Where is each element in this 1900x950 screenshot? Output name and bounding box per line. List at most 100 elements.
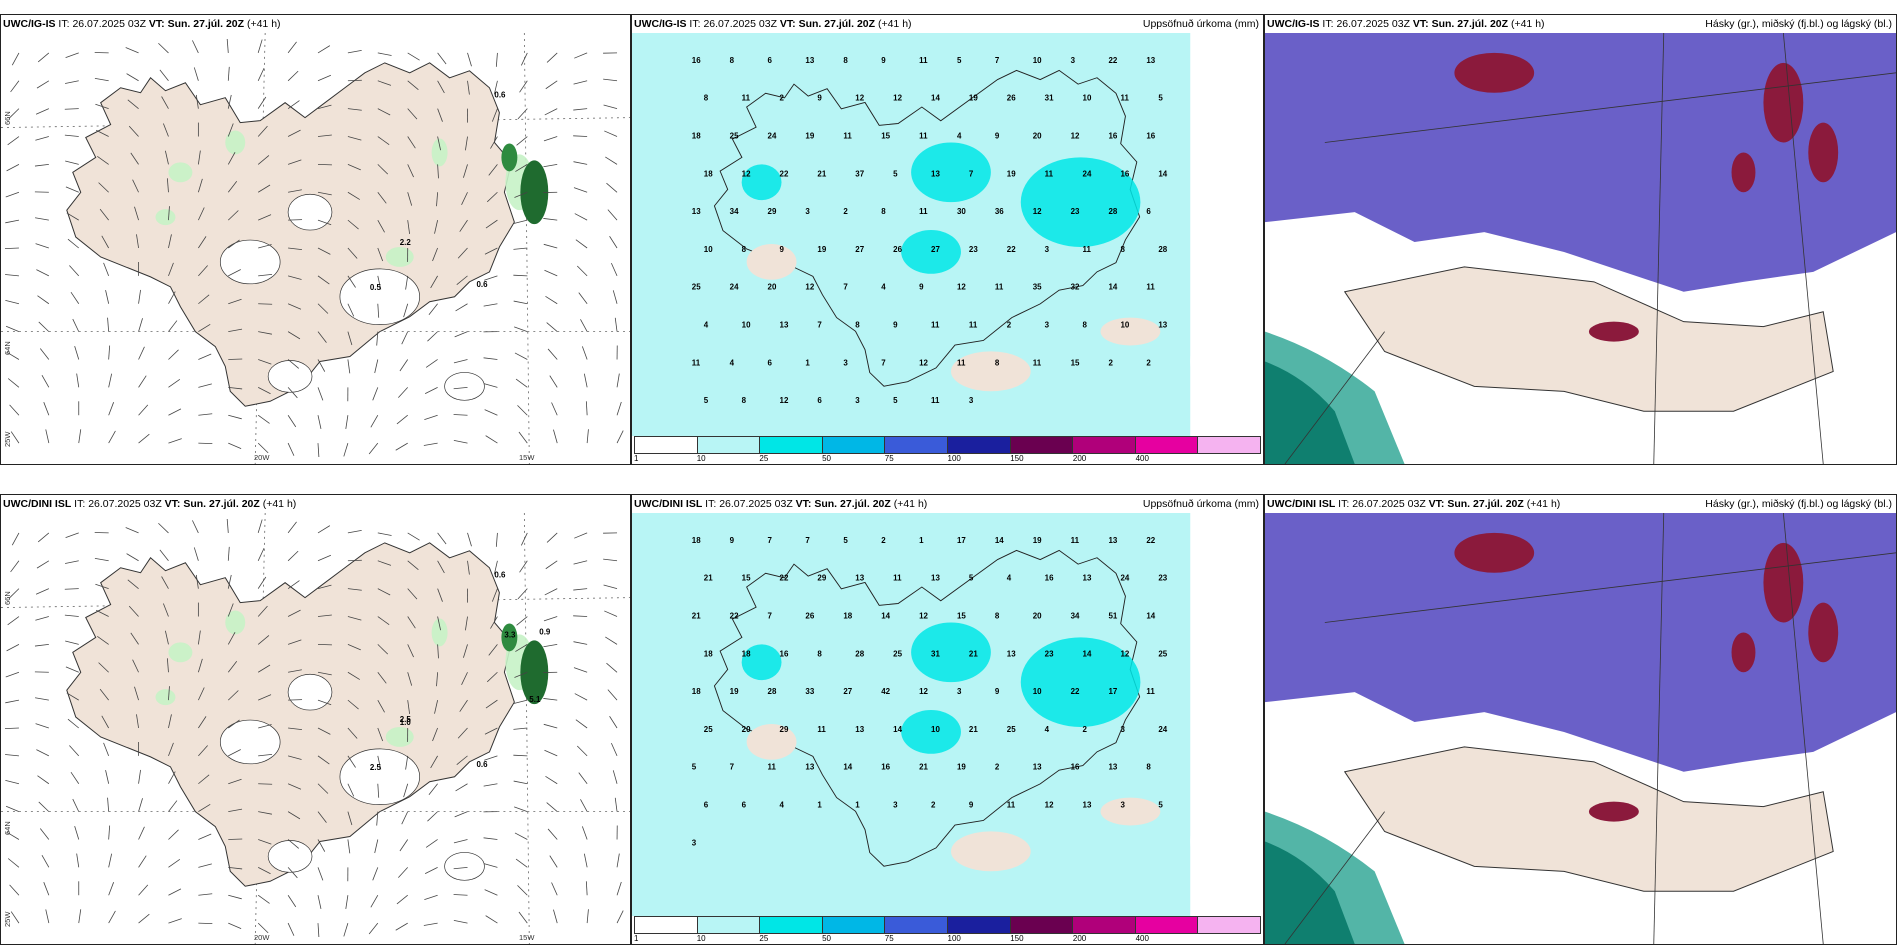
wind-barb bbox=[583, 373, 588, 388]
wind-barb bbox=[108, 910, 116, 924]
wind-barb bbox=[287, 159, 302, 165]
colorbar-segment bbox=[947, 917, 1011, 933]
wind-barb bbox=[374, 839, 379, 854]
wind-barb bbox=[198, 236, 207, 249]
wind-barb bbox=[130, 632, 139, 645]
precip-value: 31 bbox=[931, 649, 940, 658]
colorbar-segment bbox=[635, 917, 698, 933]
wind-barb bbox=[347, 588, 362, 591]
wind-barb bbox=[437, 560, 445, 574]
precip-value: 2 bbox=[1108, 358, 1113, 367]
wind-barb bbox=[461, 672, 468, 685]
precip-patch bbox=[431, 138, 448, 167]
wind-map: 0.6 2.5 1.0 0.6 0.9 2.5 3.3 5.1 bbox=[1, 513, 630, 944]
wind-barb bbox=[543, 723, 558, 729]
wind-barb bbox=[407, 588, 418, 600]
precip-value: 14 bbox=[1108, 283, 1117, 292]
dry-area bbox=[950, 351, 1031, 392]
wind-barb bbox=[573, 667, 588, 673]
lon-label: 20W bbox=[254, 933, 270, 942]
wind-barb bbox=[257, 414, 270, 424]
precip-value: 20 bbox=[1033, 611, 1042, 620]
wind-barb bbox=[455, 303, 468, 312]
wind-barb bbox=[287, 609, 301, 617]
wind-barb bbox=[377, 727, 384, 742]
precip-value: 11 bbox=[1146, 283, 1155, 292]
precip-value: 18 bbox=[692, 536, 701, 545]
precip-value: 5 bbox=[692, 763, 697, 772]
precip-value: 11 bbox=[1007, 801, 1016, 810]
wind-barb bbox=[399, 839, 409, 852]
precip-value: 21 bbox=[692, 611, 701, 620]
wind-map: 0.6 0.5 2.2 0.6 bbox=[1, 33, 630, 464]
wind-barb bbox=[126, 73, 139, 82]
wind-barb bbox=[227, 546, 230, 561]
wind-barb bbox=[345, 415, 349, 430]
precip-value: 27 bbox=[843, 687, 852, 696]
wind-barb bbox=[459, 699, 468, 712]
mid-cloud-area bbox=[1588, 801, 1639, 822]
wind-barb bbox=[317, 443, 320, 458]
wind-barb bbox=[517, 885, 528, 896]
precip-value: 8 bbox=[855, 321, 860, 330]
wind-barb bbox=[372, 387, 379, 401]
wind-barb bbox=[399, 359, 409, 372]
wind-barb bbox=[485, 699, 498, 709]
precip-value: 18 bbox=[704, 649, 713, 658]
wind-barb bbox=[193, 547, 199, 561]
wind-map-svg: 0.6 0.5 2.2 0.6 bbox=[1, 33, 630, 464]
low-cloud-core bbox=[1265, 361, 1355, 464]
wind-barb bbox=[605, 156, 618, 165]
lat-label: 64N bbox=[3, 821, 12, 835]
wind-barb bbox=[467, 532, 472, 547]
wind-barb bbox=[34, 643, 49, 647]
wind-barb bbox=[36, 80, 50, 89]
precip-value: 12 bbox=[780, 396, 789, 405]
wind-barb bbox=[347, 108, 362, 111]
precip-value: 9 bbox=[730, 536, 735, 545]
wind-barb bbox=[520, 52, 528, 66]
wind-barb bbox=[138, 404, 149, 416]
wind-barb bbox=[39, 828, 50, 840]
wind-barb bbox=[35, 136, 49, 141]
wind-barb bbox=[603, 104, 618, 110]
wind-barb bbox=[125, 47, 139, 54]
wind-barb bbox=[198, 687, 205, 701]
wind-barb bbox=[108, 430, 116, 444]
wind-barb bbox=[257, 184, 271, 193]
precip-value: 21 bbox=[919, 763, 928, 772]
precip-value: 4 bbox=[780, 801, 785, 810]
wind-barb bbox=[425, 839, 438, 848]
wind-barb bbox=[7, 136, 20, 146]
wind-barb bbox=[544, 588, 558, 596]
wind-barb bbox=[108, 345, 111, 360]
glacier bbox=[267, 840, 313, 873]
precip-value: 29 bbox=[780, 725, 789, 734]
wind-barb bbox=[198, 716, 207, 729]
precip-value: 26 bbox=[805, 611, 814, 620]
wind-barb bbox=[405, 275, 409, 290]
wind-barb bbox=[543, 243, 558, 249]
wind-barb bbox=[8, 108, 20, 119]
wind-barb bbox=[455, 783, 468, 792]
precip-value: 2 bbox=[931, 801, 936, 810]
precip-value: 25 bbox=[1007, 725, 1016, 734]
iceland-land bbox=[66, 62, 515, 407]
precip-value: 11 bbox=[1083, 245, 1092, 254]
wind-barb bbox=[136, 234, 139, 249]
wind-barb bbox=[198, 745, 208, 757]
wind-barb bbox=[228, 719, 240, 729]
wind-barb bbox=[581, 826, 588, 840]
wind-barb bbox=[370, 895, 379, 908]
wind-barb bbox=[95, 103, 109, 110]
wind-barb bbox=[484, 889, 498, 896]
panel-wind-row1: UWC/IG-IS IT: 26.07.2025 03Z VT: Sun. 27… bbox=[0, 14, 631, 465]
wind-barb bbox=[65, 186, 79, 193]
wind-value: 0.6 bbox=[476, 760, 488, 769]
precip-value: 1 bbox=[805, 358, 810, 367]
wind-barb bbox=[347, 783, 355, 797]
wind-barb bbox=[134, 686, 139, 701]
wind-barb bbox=[514, 191, 528, 198]
wind-barb bbox=[107, 797, 110, 812]
mid-cloud-area bbox=[1808, 602, 1839, 663]
